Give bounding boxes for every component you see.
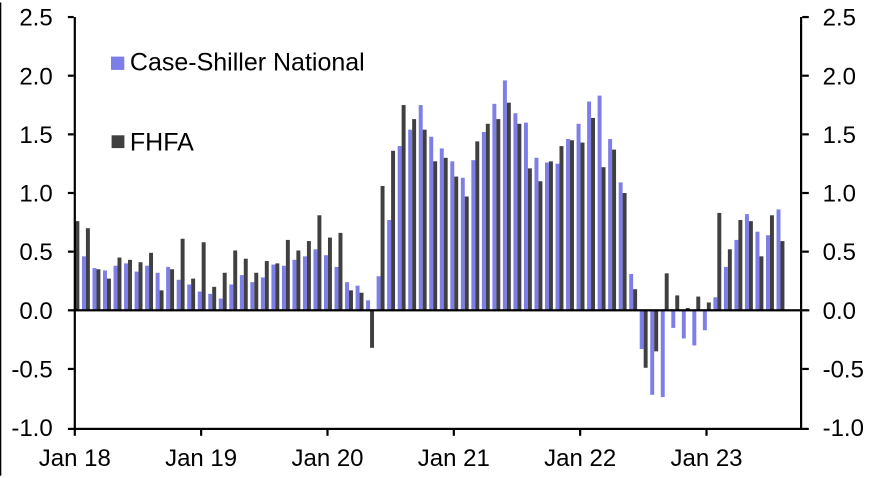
svg-text:Jan 20: Jan 20 [291,445,363,472]
svg-text:0.5: 0.5 [823,239,856,266]
svg-text:Jan 21: Jan 21 [418,445,490,472]
svg-text:Jan 18: Jan 18 [39,445,111,472]
svg-text:Jan 22: Jan 22 [544,445,616,472]
svg-text:FHFA: FHFA [130,128,194,156]
svg-text:2.0: 2.0 [19,63,52,90]
svg-text:2.0: 2.0 [823,63,856,90]
svg-text:1.0: 1.0 [823,181,856,208]
svg-text:0.5: 0.5 [19,239,52,266]
svg-text:2.5: 2.5 [823,5,856,32]
svg-text:Case-Shiller National: Case-Shiller National [130,48,365,76]
svg-text:-0.5: -0.5 [11,357,52,384]
svg-text:-0.5: -0.5 [823,357,864,384]
svg-text:1.5: 1.5 [19,122,52,149]
svg-text:Jan 19: Jan 19 [165,445,237,472]
svg-text:0.0: 0.0 [19,298,52,325]
svg-text:1.0: 1.0 [19,181,52,208]
svg-text:Jan 23: Jan 23 [670,445,742,472]
svg-text:0.0: 0.0 [823,298,856,325]
svg-text:2.5: 2.5 [19,5,52,32]
svg-text:1.5: 1.5 [823,122,856,149]
svg-text:-1.0: -1.0 [11,415,52,442]
svg-text:-1.0: -1.0 [823,415,864,442]
